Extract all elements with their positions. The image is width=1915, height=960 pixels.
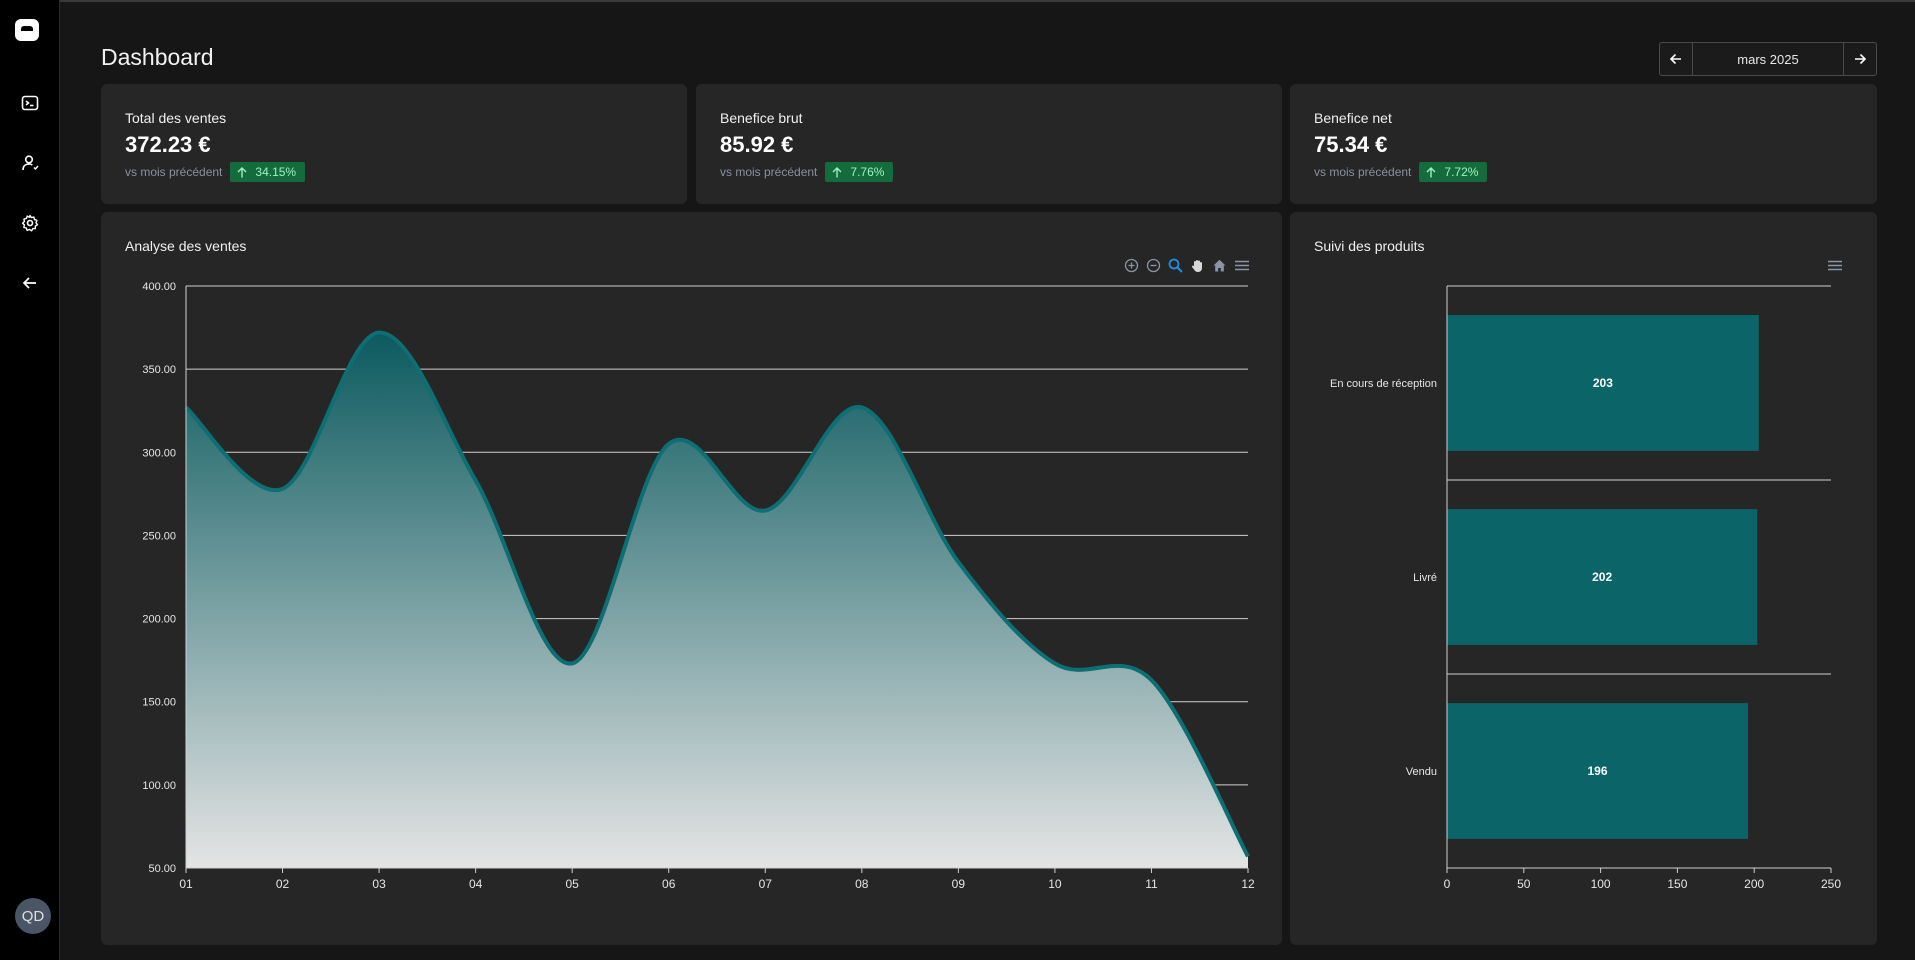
next-month-button[interactable] [1843, 43, 1876, 75]
kpi-comparison: vs mois précédent 7.76% [720, 162, 894, 182]
kpi-compare-label: vs mois précédent [125, 165, 223, 179]
arrow-up-icon [832, 166, 842, 177]
kpi-compare-label: vs mois précédent [1314, 165, 1412, 179]
sales-series-line [184, 330, 1250, 858]
kpi-change-value: 34.15% [255, 165, 297, 179]
sales-area-chart: 50.00 100.00 150.00 200.00 250.00 300.00 350.0… [142, 281, 1255, 891]
chart-toolbar [1123, 257, 1250, 274]
x-tick-label: 250 [1821, 877, 1841, 891]
x-tick-label: 01 [179, 877, 193, 891]
x-tick-label: 07 [759, 877, 773, 891]
kpi-card-net-profit: Benefice net 75.34 € vs mois précédent 7… [1290, 84, 1877, 204]
x-tick-label: 100 [1591, 877, 1611, 891]
kpi-change-value: 7.72% [1444, 165, 1479, 179]
selection-zoom-icon[interactable] [1167, 257, 1184, 274]
sales-panel-title: Analyse des ventes [125, 238, 247, 254]
category-label: En cours de réception [1330, 378, 1437, 390]
bar-value-label: 196 [1588, 764, 1608, 778]
kpi-title: Benefice net [1314, 110, 1392, 126]
kpi-change-value: 7.76% [850, 165, 885, 179]
kpi-title: Benefice brut [720, 110, 803, 126]
kpi-change-badge: 7.72% [1419, 162, 1488, 182]
category-label: Livré [1413, 572, 1437, 584]
kpi-change-badge: 34.15% [230, 162, 306, 182]
zoom-in-icon[interactable] [1123, 257, 1140, 274]
x-tick-label: 12 [1241, 877, 1255, 891]
kpi-card-gross-profit: Benefice brut 85.92 € vs mois précédent … [696, 84, 1282, 204]
y-tick-label: 150.00 [142, 697, 176, 709]
x-tick-label: 02 [276, 877, 290, 891]
arrow-left-icon[interactable] [12, 265, 48, 301]
arrow-up-icon [1426, 166, 1436, 177]
y-tick-label: 350.00 [142, 364, 176, 376]
x-tick-label: 06 [662, 877, 676, 891]
page-title: Dashboard [101, 44, 214, 70]
arrow-right-icon [1855, 53, 1867, 65]
top-border [0, 0, 1915, 2]
bar-value-label: 202 [1592, 570, 1612, 584]
kpi-card-total-sales: Total des ventes 372.23 € vs mois précéd… [101, 84, 687, 204]
arrow-left-icon [1669, 53, 1681, 65]
x-tick-label: 150 [1667, 877, 1687, 891]
bar [1447, 703, 1749, 839]
x-tick-label: 11 [1145, 877, 1158, 891]
x-tick-label: 50 [1517, 877, 1531, 891]
category-label: Vendu [1406, 766, 1437, 778]
y-tick-label: 200.00 [142, 614, 176, 626]
menu-icon[interactable] [1233, 257, 1250, 274]
gear-icon[interactable] [12, 205, 48, 241]
products-panel: Suivi des produits 203 En cours de récept… [1290, 212, 1877, 945]
kpi-value: 372.23 € [125, 132, 211, 157]
y-tick-label: 400.00 [142, 281, 176, 293]
x-tick-label: 05 [566, 877, 580, 891]
sales-area-fill [186, 332, 1248, 868]
y-tick-label: 250.00 [142, 530, 176, 542]
kpi-comparison: vs mois précédent 7.72% [1314, 162, 1488, 182]
kpi-comparison: vs mois précédent 34.15% [125, 162, 306, 182]
products-panel-title: Suivi des produits [1314, 238, 1425, 254]
user-icon[interactable] [12, 145, 48, 181]
x-tick-label: 200 [1744, 877, 1764, 891]
avatar[interactable]: QD [15, 898, 51, 934]
kpi-compare-label: vs mois précédent [720, 165, 818, 179]
bar-chart-toolbar [1826, 257, 1843, 274]
terminal-icon[interactable] [12, 85, 48, 121]
products-bar-chart: 203 En cours de réception 202 Livré 196 Vendu… [1330, 285, 1841, 891]
bar [1447, 509, 1758, 645]
kpi-change-badge: 7.76% [825, 162, 894, 182]
x-tick-label: 04 [469, 877, 483, 891]
zoom-out-icon[interactable] [1145, 257, 1162, 274]
x-tick-label: 08 [855, 877, 869, 891]
bar [1447, 315, 1759, 451]
home-reset-icon[interactable] [1211, 257, 1228, 274]
x-tick-label: 03 [372, 877, 386, 891]
y-tick-label: 300.00 [142, 447, 176, 459]
kpi-title: Total des ventes [125, 110, 227, 126]
y-tick-label: 50.00 [148, 863, 176, 875]
arrow-up-icon [237, 166, 247, 177]
bar-value-label: 203 [1593, 376, 1613, 390]
sales-analysis-panel: Analyse des ventes 50.00 100.00 150.00 200.… [101, 212, 1282, 945]
kpi-value: 85.92 € [720, 132, 794, 157]
y-tick-label: 100.00 [142, 780, 176, 792]
x-tick-label: 09 [952, 877, 966, 891]
x-tick-label: 0 [1444, 877, 1451, 891]
sidebar: QD [0, 0, 60, 960]
month-selector: mars 2025 [1659, 42, 1877, 76]
pan-hand-icon[interactable] [1189, 257, 1206, 274]
menu-icon[interactable] [1826, 257, 1843, 274]
previous-month-button[interactable] [1660, 43, 1693, 75]
kpi-value: 75.34 € [1314, 132, 1388, 157]
month-label: mars 2025 [1737, 51, 1799, 67]
x-tick-label: 10 [1048, 877, 1062, 891]
app-logo-icon[interactable] [15, 19, 39, 41]
